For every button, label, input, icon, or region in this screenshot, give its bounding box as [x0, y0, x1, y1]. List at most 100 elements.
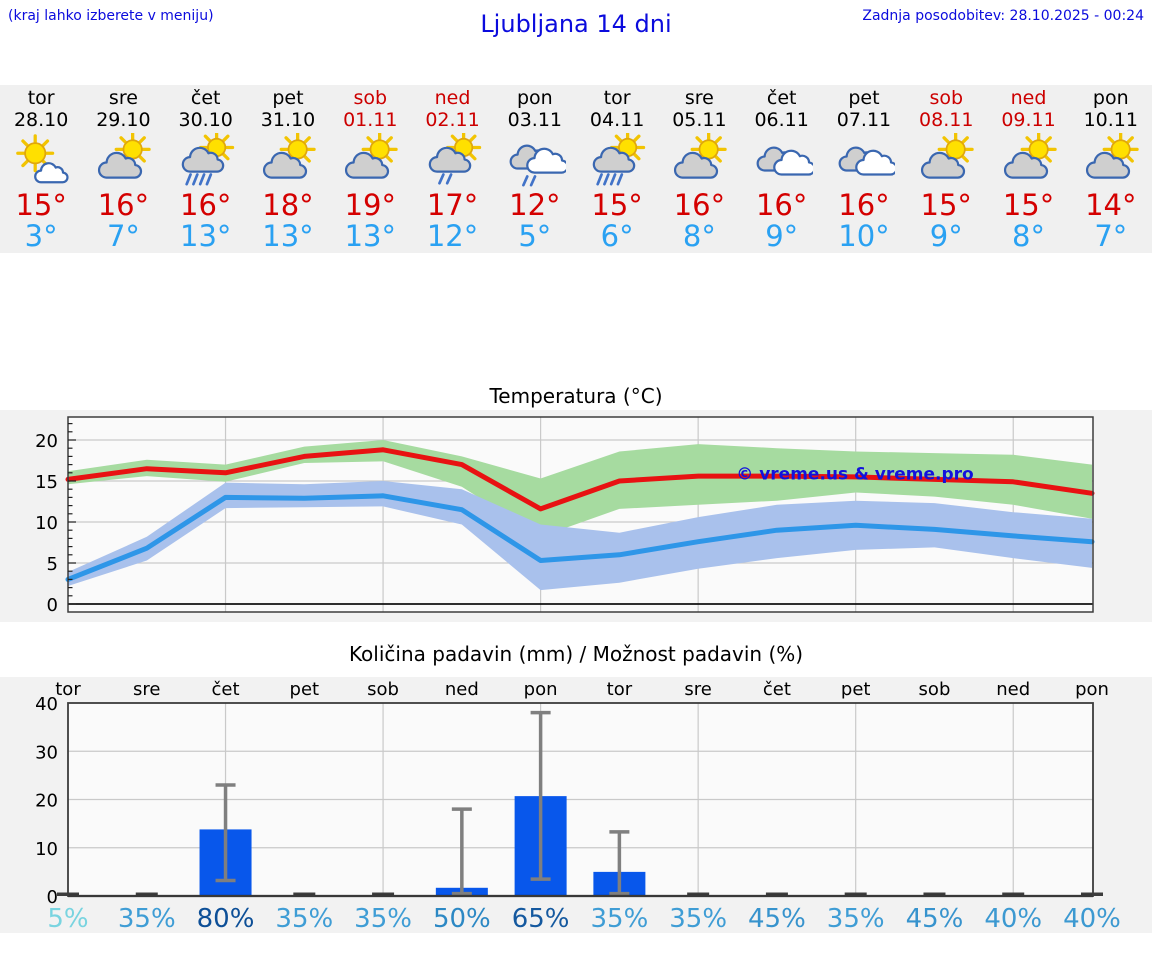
temp-y-tick-label: 20 — [35, 431, 58, 452]
day-date: 29.10 — [96, 108, 151, 131]
precip-day-label: čet — [763, 679, 791, 700]
page-title: Ljubljana 14 dni — [480, 10, 672, 38]
max-temperature: 16° — [838, 187, 890, 222]
forecast-day-01.11: sob 01.11 19° 13° — [329, 85, 411, 253]
precip-y-tick-label: 0 — [47, 887, 58, 908]
precip-day-label: pon — [1075, 679, 1109, 700]
forecast-day-31.10: pet 31.10 18° 13° — [247, 85, 329, 253]
max-temperature: 16° — [97, 187, 150, 222]
precip-probability-label: 40% — [1063, 904, 1121, 933]
max-temperature: 15° — [591, 187, 643, 222]
day-name: sob — [353, 87, 388, 109]
precip-probability-label: 5% — [47, 904, 88, 933]
day-name: pet — [272, 87, 304, 109]
precip-probability-label: 35% — [118, 904, 176, 933]
day-name: sob — [929, 87, 964, 109]
day-date: 09.11 — [1001, 108, 1056, 131]
zero-precip-mark — [923, 892, 946, 896]
forecast-day-28.10: tor 28.10 15° 3° — [0, 85, 82, 253]
min-temperature: 7° — [106, 219, 140, 254]
day-name: čet — [766, 87, 797, 109]
forecast-day-09.11: ned 09.11 15° 8° — [987, 85, 1069, 253]
precip-probability-label: 35% — [827, 904, 885, 933]
min-temperature: 3° — [24, 219, 58, 254]
day-date: 02.11 — [425, 108, 480, 131]
precip-probability-label: 50% — [433, 904, 491, 933]
zero-precip-mark — [765, 892, 788, 896]
day-date: 03.11 — [507, 108, 563, 131]
precip-day-label: sre — [133, 679, 160, 700]
forecast-day-30.10: čet 30.10 16° 13° — [165, 85, 247, 253]
precip-probability-label: 65% — [512, 904, 570, 933]
day-date: 07.11 — [836, 108, 892, 131]
zero-precip-mark — [844, 892, 867, 896]
day-date: 05.11 — [672, 108, 727, 131]
min-temperature: 8° — [1012, 219, 1045, 254]
weather-icon-rain-sun — [181, 132, 234, 186]
day-date: 01.11 — [343, 108, 398, 131]
zero-precip-mark — [1002, 892, 1025, 896]
min-temperature: 9° — [929, 219, 963, 254]
forecast-day-08.11: sob 08.11 15° 9° — [905, 85, 987, 253]
forecast-day-05.11: sre 05.11 16° 8° — [658, 85, 740, 253]
day-date: 06.11 — [754, 108, 809, 131]
weather-icon-rain-cloudy — [509, 144, 566, 187]
forecast-day-02.11: ned 02.11 17° 12° — [411, 85, 493, 253]
max-temperature: 16° — [180, 187, 232, 222]
min-temperature: 8° — [682, 219, 716, 254]
weather-icon-partly-cloudy — [674, 132, 728, 179]
temp-y-tick-label: 15 — [35, 472, 58, 493]
weather-icon-partly-cloudy — [263, 132, 316, 179]
precip-probability-label: 35% — [590, 904, 648, 933]
day-date: 04.11 — [589, 108, 645, 131]
weather-icon-light-rain-sun — [428, 132, 481, 185]
precip-day-label: sob — [367, 679, 399, 700]
weather-icon-rain-sun — [592, 132, 646, 186]
precip-day-label: pon — [524, 679, 558, 700]
min-temperature: 7° — [1094, 219, 1128, 254]
day-name: pon — [1092, 87, 1129, 109]
max-temperature-line — [65, 447, 1095, 512]
precip-y-tick-label: 10 — [35, 839, 58, 860]
zero-precip-mark — [687, 892, 710, 896]
max-temperature: 18° — [262, 187, 314, 222]
last-update-text: Zadnja posodobitev: 28.10.2025 - 00:24 — [862, 8, 1144, 24]
weather-icon-partly-cloudy — [98, 132, 152, 179]
day-date: 30.10 — [178, 108, 233, 131]
precip-y-tick-label: 20 — [35, 791, 58, 812]
day-name: ned — [1010, 87, 1047, 109]
temperature-band — [68, 481, 1092, 591]
day-name: pon — [516, 87, 553, 109]
min-temperature: 9° — [765, 219, 799, 254]
precipitation-chart-title: Količina padavin (mm) / Možnost padavin … — [348, 642, 804, 666]
menu-hint-text: (kraj lahko izberete v meniju) — [8, 8, 214, 24]
precip-day-label: pet — [841, 679, 871, 700]
precip-day-label: čet — [212, 679, 240, 700]
day-name: tor — [27, 87, 55, 109]
weather-icon-partly-cloudy — [345, 132, 398, 179]
day-name: čet — [190, 87, 221, 109]
min-temperature: 13° — [180, 219, 232, 254]
weather-icon-partly-cloudy — [1085, 132, 1139, 179]
precip-y-tick-label: 30 — [35, 742, 58, 763]
precip-probability-label: 40% — [984, 904, 1042, 933]
precip-day-label: sob — [919, 679, 951, 700]
precip-probability-label: 45% — [906, 904, 964, 933]
day-date: 28.10 — [13, 108, 69, 131]
precip-probability-label: 35% — [275, 904, 333, 933]
min-temperature-line — [65, 493, 1095, 582]
temp-y-tick-label: 10 — [35, 513, 58, 534]
day-name: pet — [848, 87, 880, 109]
max-temperature: 15° — [920, 187, 972, 222]
max-temperature: 15° — [15, 187, 67, 222]
zero-precip-mark — [293, 892, 316, 896]
day-date: 31.10 — [260, 108, 316, 131]
max-temperature: 14° — [1085, 187, 1137, 222]
forecast-day-06.11: čet 06.11 16° 9° — [741, 85, 823, 253]
weather-icon-cloudy — [756, 146, 813, 176]
daily-forecast-strip: tor 28.10 15° 3° sre 29.10 16° 7° čet 30.10 16° 13°… — [0, 85, 1152, 253]
weather-icon-partly-cloudy — [1003, 132, 1057, 179]
forecast-day-04.11: tor 04.11 15° 6° — [576, 85, 658, 253]
temp-y-tick-label: 0 — [47, 595, 58, 616]
